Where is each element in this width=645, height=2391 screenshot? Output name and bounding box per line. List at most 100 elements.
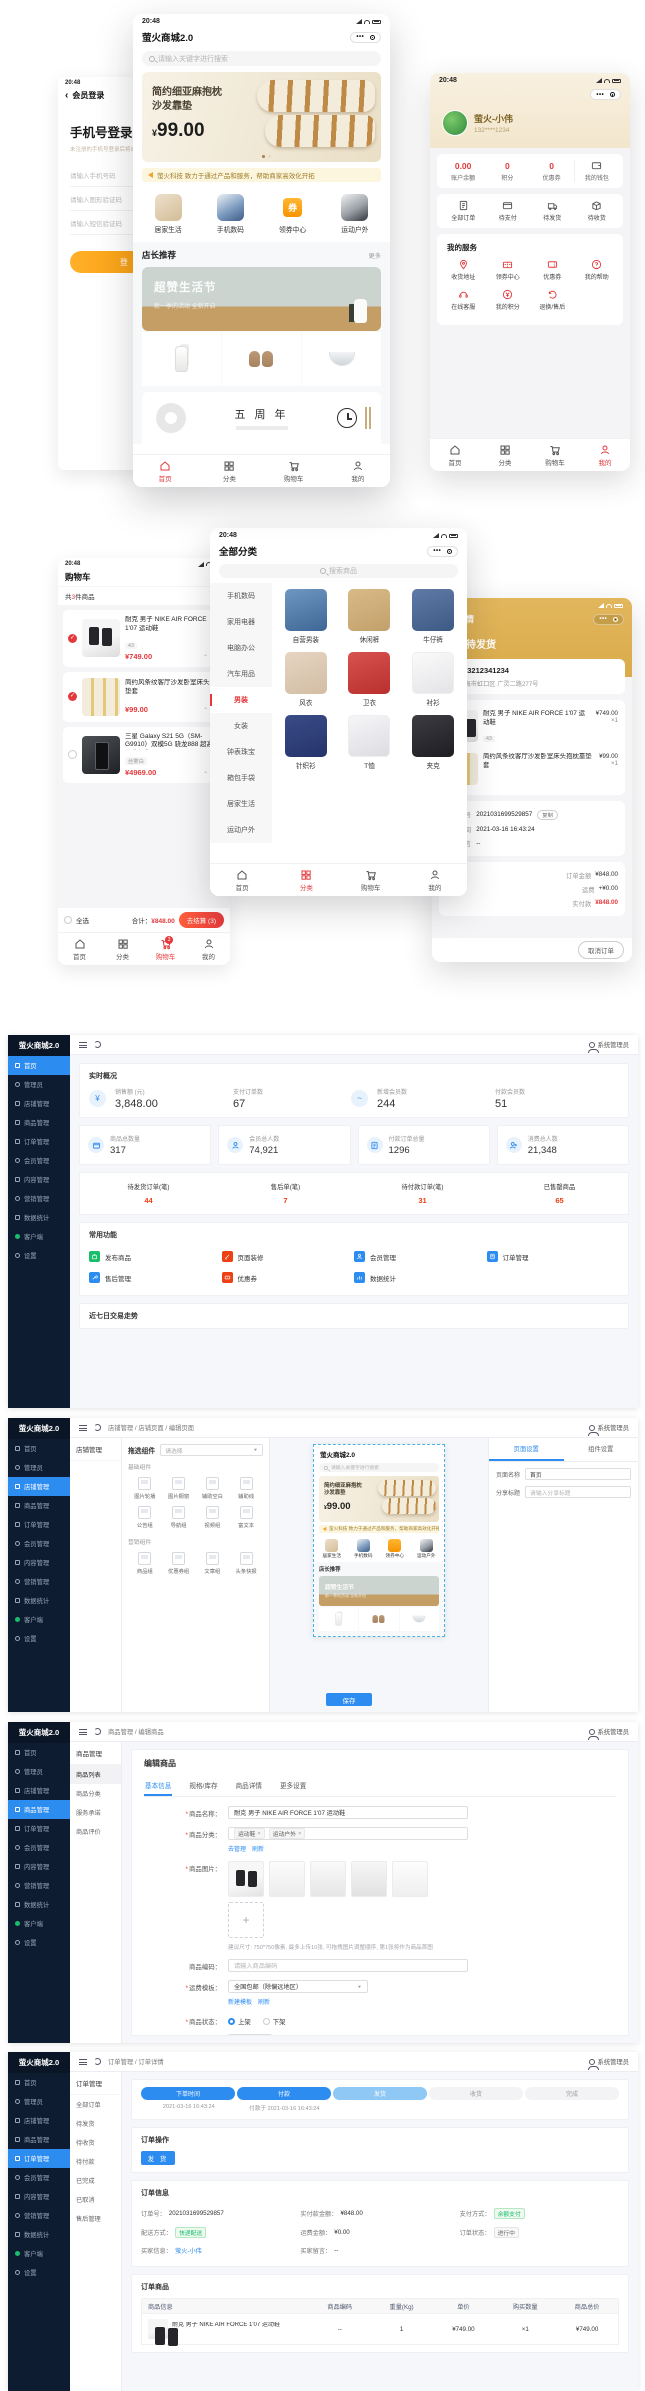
sidebar-item-marketing[interactable]: 营销管理 (8, 1876, 70, 1895)
mini-program-capsule[interactable]: ••• (590, 89, 621, 100)
component-blank[interactable]: 辅助空白 (196, 1477, 230, 1500)
sidebar-item-orders[interactable]: 订单管理 (8, 1819, 70, 1838)
tab-cart[interactable]: 3 购物车 (155, 936, 176, 961)
sidebar-item-settings[interactable]: 设置 (8, 1629, 70, 1648)
sidebar-item-home[interactable]: 首页 (8, 1743, 70, 1762)
remove-tag-icon[interactable]: × (298, 1830, 302, 1837)
cart-item[interactable]: ✓ 三星 Galaxy S21 5G（SM-G9910）双模5G 骁龙888 超… (63, 726, 225, 784)
sidebar-item-statistics[interactable]: 数据统计 (8, 2225, 70, 2244)
product-category-input[interactable]: 运动鞋 × 运动户外 × (228, 1827, 468, 1840)
sidebar-item-shop[interactable]: 店铺管理 (8, 1477, 70, 1496)
sidebar-item-orders[interactable]: 订单管理 (8, 1132, 70, 1151)
tab-profile[interactable]: 我的 (580, 439, 630, 471)
cancel-order-button[interactable]: 取消订单 (578, 941, 624, 959)
page-preview[interactable]: 萤火商城2.0 请输入关键字进行搜索 简约细亚麻抱枕 沙发靠垫 ¥99.00 萤火… (313, 1444, 445, 1637)
sidebar-item[interactable]: 女装 (234, 723, 248, 730)
back-icon[interactable]: ‹ (65, 89, 69, 101)
pending-payment[interactable]: 待支付 (486, 200, 531, 222)
sms-input[interactable]: 请输入短信验证码 (70, 220, 122, 228)
hero-banner[interactable]: 简约细亚麻抱枕 沙发靠垫 ¥99.00 (142, 72, 381, 162)
product-code-input[interactable]: 请输入商品编码 (228, 1959, 468, 1972)
notice-bar[interactable]: 萤火科技 致力于通过产品和服务，帮助商家高效化开拓 (142, 168, 381, 182)
save-button[interactable]: 保存 (326, 1693, 372, 1706)
checkout-button[interactable]: 去结算 (3) (178, 912, 224, 928)
sidebar-item-shop[interactable]: 店铺管理 (8, 1781, 70, 1800)
sidebar-item-goods[interactable]: 商品管理 (8, 1800, 70, 1819)
more-link[interactable]: 更多 (368, 253, 381, 260)
more-menu-icon[interactable]: ••• (356, 34, 365, 40)
checkbox-checked-icon[interactable]: ✓ (68, 692, 77, 702)
sidebar-item[interactable]: 居家生活 (227, 801, 255, 808)
admin-user[interactable]: 系统管理员 (587, 1040, 629, 1053)
tab-basic-info[interactable]: 基本信息 (144, 1776, 173, 1796)
share-title-input[interactable]: 请输入分享标题 (525, 1486, 631, 1498)
component-goods-group[interactable]: 商品组 (128, 1552, 162, 1575)
service-help[interactable]: 我的帮助 (575, 259, 620, 281)
sidebar-item-marketing[interactable]: 营销管理 (8, 1572, 70, 1591)
close-target-icon[interactable] (612, 616, 618, 622)
stat-coupons[interactable]: 0 优惠券 (542, 160, 561, 182)
remove-tag-icon[interactable]: × (257, 1830, 261, 1837)
mini-program-capsule[interactable]: ••• (427, 545, 458, 557)
subcategory-item[interactable]: 卫衣 (338, 652, 402, 707)
sidebar-item-home[interactable]: 首页 (8, 2073, 70, 2092)
submenu-pending-ship[interactable]: 待发货 (76, 2121, 95, 2128)
mini-program-capsule[interactable]: ••• (593, 613, 624, 625)
quick-aftersale-manage[interactable]: 售后管理 (89, 1272, 222, 1283)
sidebar-item-home[interactable]: 首页 (8, 1439, 70, 1458)
sidebar-item-statistics[interactable]: 数据统计 (8, 1895, 70, 1914)
subcategory-item[interactable]: T恤 (338, 715, 402, 770)
promo-banner[interactable]: 超赞生活节 新一季的活动 全新开启 (142, 267, 381, 331)
admin-user[interactable]: 系统管理员 (587, 1727, 629, 1740)
radio-off-sale[interactable]: 下架 (262, 2017, 286, 2026)
submenu-service-promise[interactable]: 服务承诺 (76, 1810, 101, 1817)
component-filter-select[interactable]: 请选择 ▼ (160, 1444, 263, 1456)
tab-home[interactable]: 首页 (58, 933, 101, 965)
sidebar-item-admins[interactable]: 管理员 (8, 2092, 70, 2111)
admin-user[interactable]: 系统管理员 (587, 2057, 629, 2070)
quick-order-manage[interactable]: 订单管理 (486, 1251, 620, 1262)
tab-goods-detail[interactable]: 商品详情 (235, 1783, 262, 1790)
sidebar-item-shop[interactable]: 店铺管理 (8, 1094, 70, 1113)
quick-statistics[interactable]: 数据统计 (354, 1272, 487, 1283)
quick-publish-goods[interactable]: 发布商品 (89, 1251, 222, 1262)
sidebar-item-settings[interactable]: 设置 (8, 1246, 70, 1265)
sidebar-item-statistics[interactable]: 数据统计 (8, 1591, 70, 1610)
component-nav[interactable]: 导航组 (162, 1506, 196, 1529)
pending-pay[interactable]: 待付款订单(笔) 31 (401, 1184, 444, 1205)
submenu-all-orders[interactable]: 全部订单 (76, 2102, 101, 2109)
menu-toggle-icon[interactable] (79, 2058, 87, 2065)
pending-ship[interactable]: 待发货订单(笔) 44 (127, 1184, 170, 1205)
more-menu-icon[interactable]: ••• (433, 548, 442, 554)
product-photo[interactable] (351, 1861, 387, 1897)
submenu-goods-list[interactable]: 商品列表 (70, 1765, 121, 1784)
sidebar-item-admins[interactable]: 管理员 (8, 1458, 70, 1477)
sidebar-item-goods[interactable]: 商品管理 (8, 2130, 70, 2149)
pending-receipt[interactable]: 待收货 (575, 200, 620, 222)
tab-home[interactable]: 首页 (430, 439, 480, 471)
subcategory-item[interactable]: 休闲裤 (338, 589, 402, 644)
tab-profile[interactable]: 我的 (326, 455, 390, 487)
tab-category[interactable]: 分类 (197, 455, 261, 487)
more-menu-icon[interactable]: ••• (599, 616, 608, 622)
refresh-link[interactable]: 刷新 (252, 1847, 265, 1853)
cart-item[interactable]: ✓ 简约风条纹客厅沙发卧室床头靠垫套 ¥99.00−1+ (63, 671, 225, 722)
tab-page-settings[interactable]: 页面设置 (489, 1438, 564, 1461)
subcategory-item[interactable]: 针织衫 (274, 715, 338, 770)
refresh-icon[interactable] (94, 1728, 101, 1735)
admin-user[interactable]: 系统管理员 (587, 1423, 629, 1436)
quick-page-decorate[interactable]: 页面装修 (221, 1251, 355, 1262)
tab-profile[interactable]: 我的 (187, 933, 230, 965)
quick-member-manage[interactable]: 会员管理 (354, 1251, 487, 1262)
sold-out[interactable]: 已售罄商品 65 (543, 1184, 576, 1205)
product-bowl[interactable] (302, 332, 381, 386)
buyer-link[interactable]: 萤火-小伟 (174, 2248, 202, 2255)
sidebar-item-admins[interactable]: 管理员 (8, 1762, 70, 1781)
sidebar-item[interactable]: 箱包手袋 (227, 775, 255, 782)
sidebar-item-settings[interactable]: 设置 (8, 2263, 70, 2282)
sidebar-item-client[interactable]: 客户端 (8, 1227, 70, 1246)
sidebar-item[interactable]: 汽车用品 (227, 671, 255, 678)
sidebar-item-members[interactable]: 会员管理 (8, 1838, 70, 1857)
anniversary-banner[interactable]: 五 周 年 (142, 392, 381, 444)
category-item-home[interactable]: 居家生活 (155, 194, 182, 234)
